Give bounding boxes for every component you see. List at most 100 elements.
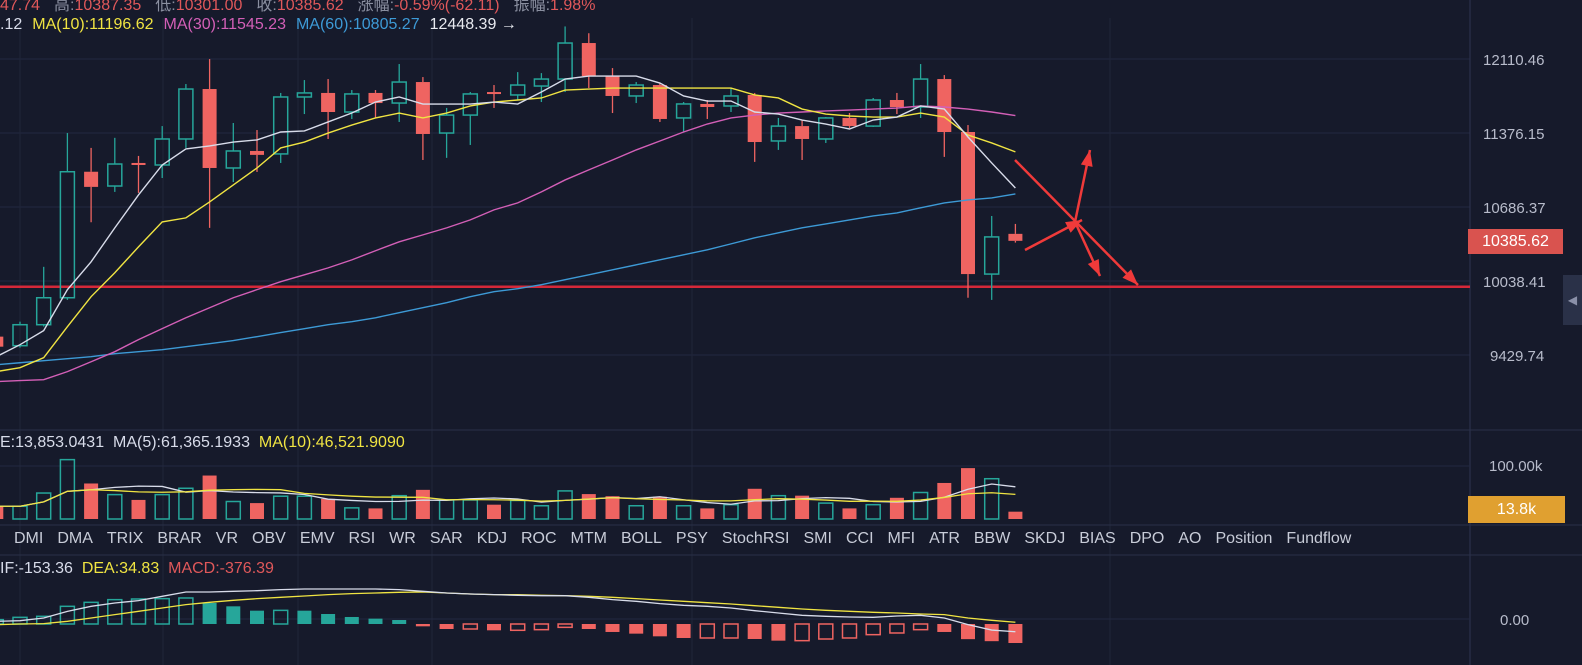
- tab-kdj[interactable]: KDJ: [476, 530, 507, 547]
- dea-line: [0, 591, 1016, 626]
- candle-body: [961, 132, 975, 275]
- arrow-annotation: [1073, 149, 1093, 223]
- tab-dmi[interactable]: DMI: [14, 530, 44, 547]
- arrowhead-icon: [1080, 150, 1093, 167]
- candle: [912, 64, 929, 118]
- tab-fundflow[interactable]: Fundflow: [1286, 530, 1352, 547]
- candle: [487, 85, 501, 108]
- macd-bar: [321, 614, 336, 624]
- volume-legend: E:13,853.0431 MA(5):61,365.1933 MA(10):4…: [0, 434, 405, 452]
- macd-bar: [747, 624, 762, 639]
- candle-body: [889, 100, 904, 108]
- macd-bar: [509, 623, 526, 632]
- max-price-marker: 12448.39 →: [429, 16, 517, 33]
- volume-bar: [983, 477, 1000, 520]
- volume-ma5: MA(5):61,365.1933: [112, 434, 250, 451]
- macd-bar: [533, 623, 550, 631]
- volume-bar: [202, 475, 217, 519]
- volume-bar: [1008, 511, 1023, 519]
- tab-psy[interactable]: PSY: [675, 530, 708, 547]
- tab-emv[interactable]: EMV: [299, 530, 335, 547]
- arrow-annotation: [1074, 223, 1102, 277]
- tab-wr[interactable]: WR: [389, 530, 416, 547]
- tab-cci[interactable]: CCI: [845, 530, 874, 547]
- candle-body: [296, 92, 313, 98]
- macd-bar: [818, 623, 834, 640]
- candle-body: [368, 92, 383, 104]
- volume-bar: [225, 500, 242, 520]
- candle-body: [391, 81, 407, 104]
- candle: [961, 125, 975, 298]
- macd-bar: [272, 609, 289, 625]
- volume-bar: [321, 498, 336, 519]
- macd-bar: [59, 605, 76, 625]
- collapse-panel-icon[interactable]: ◀: [1563, 275, 1582, 325]
- macd-legend: IF:-153.36 DEA:34.83 MACD:-376.39: [0, 560, 274, 578]
- volume-bar: [818, 502, 834, 520]
- candle: [533, 73, 550, 103]
- volume-bar: [368, 508, 383, 519]
- price-tick: 12110.46: [1483, 52, 1544, 69]
- candle: [605, 68, 620, 114]
- tab-trix[interactable]: TRIX: [106, 530, 144, 547]
- tab-ao[interactable]: AO: [1178, 530, 1202, 547]
- candle: [0, 336, 4, 347]
- candle-body: [628, 84, 644, 97]
- candle-body: [557, 42, 573, 80]
- tab-sar[interactable]: SAR: [429, 530, 463, 547]
- tab-position[interactable]: Position: [1215, 530, 1273, 547]
- macd-bar: [937, 624, 952, 632]
- macd-bar: [154, 597, 170, 625]
- macd-value: MACD:-376.39: [168, 560, 274, 577]
- tab-smi[interactable]: SMI: [803, 530, 832, 547]
- volume-bar: [59, 458, 76, 520]
- tab-bias[interactable]: BIAS: [1079, 530, 1116, 547]
- volume-bar: [747, 488, 762, 519]
- tab-stochrsi[interactable]: StochRSI: [721, 530, 790, 547]
- volume-bar: [605, 496, 620, 519]
- volume-bar: [107, 493, 123, 520]
- ohlc-label: 高:: [54, 0, 75, 14]
- tab-mfi[interactable]: MFI: [887, 530, 916, 547]
- candle: [368, 90, 383, 118]
- candle-body: [0, 336, 4, 347]
- candle: [509, 72, 526, 101]
- candle: [795, 120, 810, 160]
- ohlc-legend: 47.74 高:10387.35 低:10301.00 收:10385.62 涨幅:-0…: [0, 0, 609, 15]
- macd-bar: [652, 624, 667, 637]
- volume-tick: 100.00k: [1489, 458, 1543, 475]
- tab-skdj[interactable]: SKDJ: [1024, 530, 1066, 547]
- ma30-line: [0, 105, 1016, 383]
- tab-bbw[interactable]: BBW: [973, 530, 1011, 547]
- macd-bar: [107, 598, 123, 625]
- volume-bar: [723, 503, 739, 520]
- tab-rsi[interactable]: RSI: [348, 530, 376, 547]
- macd-bar: [794, 623, 810, 642]
- volume-bar: [154, 493, 170, 520]
- arrowhead-icon: [1122, 269, 1138, 285]
- tab-vr[interactable]: VR: [215, 530, 239, 547]
- macd-bar: [392, 620, 407, 624]
- ma5-value: .12: [0, 16, 23, 33]
- candle-body: [533, 78, 550, 87]
- ohlc-value: 1.98%: [550, 0, 596, 14]
- volume-bar: [533, 505, 550, 520]
- tab-dma[interactable]: DMA: [57, 530, 93, 547]
- candle-body: [321, 92, 336, 113]
- candle-body: [250, 150, 264, 155]
- price-axis: 12110.46 11376.15 10686.37 10038.41 9429…: [1483, 52, 1546, 629]
- drawn-arrows[interactable]: [1014, 149, 1139, 286]
- tab-atr[interactable]: ATR: [929, 530, 960, 547]
- tab-obv[interactable]: OBV: [252, 530, 286, 547]
- tab-dpo[interactable]: DPO: [1129, 530, 1165, 547]
- tab-mtm[interactable]: MTM: [570, 530, 607, 547]
- candle: [272, 92, 289, 163]
- tab-brar[interactable]: BRAR: [157, 530, 202, 547]
- candle-body: [937, 79, 952, 133]
- price-tick: 10686.37: [1483, 200, 1546, 217]
- tab-roc[interactable]: ROC: [520, 530, 557, 547]
- volume-bar: [795, 495, 810, 519]
- candle: [865, 97, 881, 128]
- tab-boll[interactable]: BOLL: [620, 530, 662, 547]
